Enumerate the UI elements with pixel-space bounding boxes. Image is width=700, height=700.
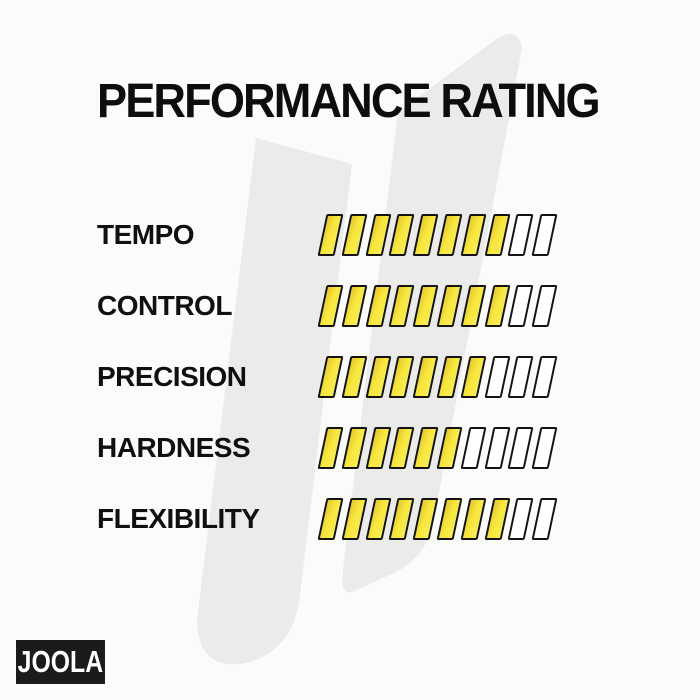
- rating-segment-filled: [412, 356, 439, 398]
- rating-segment-filled: [388, 285, 415, 327]
- rating-segment-filled: [388, 427, 415, 469]
- rating-segment-filled: [388, 498, 415, 540]
- rating-segment-filled: [317, 285, 344, 327]
- rating-segment-filled: [317, 427, 344, 469]
- page-title: PERFORMANCE RATING: [97, 75, 601, 128]
- rating-segment-empty: [531, 356, 558, 398]
- rating-segment-filled: [484, 498, 511, 540]
- rating-segment-filled: [412, 285, 439, 327]
- rating-segment-filled: [436, 214, 463, 256]
- rating-segment-empty: [531, 214, 558, 256]
- rating-segment-filled: [484, 285, 511, 327]
- row-label-precision: PRECISION: [97, 361, 247, 392]
- row-label-hardness: HARDNESS: [97, 432, 251, 463]
- rating-segment-empty: [531, 285, 558, 327]
- rating-segment-filled: [341, 498, 368, 540]
- rating-row-control: CONTROL: [0, 284, 700, 328]
- rating-segment-filled: [365, 214, 392, 256]
- rating-segment-filled: [460, 214, 487, 256]
- rating-segment-filled: [341, 427, 368, 469]
- row-label-flexibility: FLEXIBILITY: [97, 503, 260, 534]
- rating-segment-filled: [317, 214, 344, 256]
- rating-segment-filled: [436, 285, 463, 327]
- rating-segment-empty: [507, 285, 534, 327]
- rating-bar-precision: [317, 356, 558, 398]
- rating-rows: TEMPO CONTROL PRECISION HARDNESS FLEXIBILITY: [0, 213, 700, 568]
- rating-segment-filled: [412, 427, 439, 469]
- rating-segment-empty: [531, 427, 558, 469]
- rating-segment-filled: [460, 285, 487, 327]
- rating-bar-hardness: [317, 427, 558, 469]
- rating-segment-filled: [317, 498, 344, 540]
- rating-segment-filled: [460, 498, 487, 540]
- rating-segment-filled: [341, 214, 368, 256]
- rating-row-hardness: HARDNESS: [0, 426, 700, 470]
- rating-segment-filled: [412, 498, 439, 540]
- row-label-control: CONTROL: [97, 290, 232, 321]
- rating-segment-filled: [341, 356, 368, 398]
- rating-row-tempo: TEMPO: [0, 213, 700, 257]
- rating-segment-filled: [341, 285, 368, 327]
- rating-segment-filled: [317, 356, 344, 398]
- rating-segment-empty: [507, 427, 534, 469]
- rating-row-precision: PRECISION: [0, 355, 700, 399]
- rating-segment-filled: [365, 427, 392, 469]
- rating-segment-filled: [484, 214, 511, 256]
- rating-segment-filled: [412, 214, 439, 256]
- rating-segment-empty: [484, 356, 511, 398]
- rating-segment-filled: [388, 214, 415, 256]
- rating-segment-empty: [507, 214, 534, 256]
- joola-logo-text: JOOLA: [17, 644, 104, 679]
- rating-segment-filled: [460, 356, 487, 398]
- rating-segment-empty: [484, 427, 511, 469]
- row-label-tempo: TEMPO: [97, 219, 195, 250]
- rating-bar-flexibility: [317, 498, 558, 540]
- rating-bar-tempo: [317, 214, 558, 256]
- rating-segment-empty: [507, 498, 534, 540]
- rating-segment-filled: [436, 498, 463, 540]
- rating-segment-filled: [365, 356, 392, 398]
- rating-segment-empty: [531, 498, 558, 540]
- rating-segment-empty: [460, 427, 487, 469]
- rating-segment-filled: [436, 427, 463, 469]
- rating-segment-filled: [365, 498, 392, 540]
- joola-logo: JOOLA: [16, 640, 105, 684]
- rating-bar-control: [317, 285, 558, 327]
- rating-segment-filled: [388, 356, 415, 398]
- rating-segment-filled: [365, 285, 392, 327]
- rating-row-flexibility: FLEXIBILITY: [0, 497, 700, 541]
- rating-segment-filled: [436, 356, 463, 398]
- rating-segment-empty: [507, 356, 534, 398]
